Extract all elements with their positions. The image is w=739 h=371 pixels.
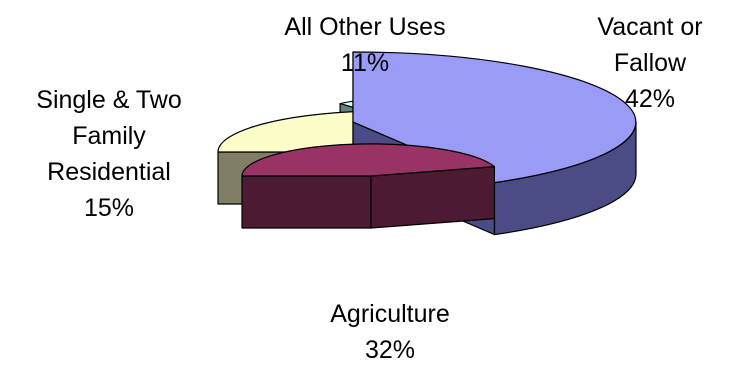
label-agriculture: Agriculture 32%	[330, 300, 450, 364]
label-vacant-line-0: Vacant or	[597, 13, 702, 41]
slice-agriculture-top	[241, 143, 495, 177]
slices-layer	[217, 51, 637, 236]
label-vacant-line-2: 42%	[625, 85, 675, 113]
label-agriculture-line-0: Agriculture	[330, 300, 450, 328]
slice-agriculture-side-end	[370, 166, 495, 229]
label-residential-line-2: Residential	[47, 158, 171, 186]
label-vacant-line-1: Fallow	[614, 49, 687, 77]
slice-agriculture-side-start	[241, 175, 372, 229]
label-other-line-0: All Other Uses	[284, 13, 445, 41]
label-residential-line-0: Single & Two	[36, 86, 181, 114]
label-agriculture-line-1: 32%	[365, 336, 415, 364]
label-other-line-1: 11%	[341, 49, 389, 77]
label-residential-line-1: Family	[72, 122, 146, 150]
label-residential: Single & Two Family Residential 15%	[36, 86, 181, 222]
label-residential-line-3: 15%	[84, 194, 134, 222]
label-other: All Other Uses 11%	[284, 13, 445, 77]
labels-layer: Vacant or Fallow 42% Agriculture 32% Single &…	[36, 13, 702, 364]
slice-agriculture	[241, 143, 495, 229]
label-vacant: Vacant or Fallow 42%	[597, 13, 702, 113]
